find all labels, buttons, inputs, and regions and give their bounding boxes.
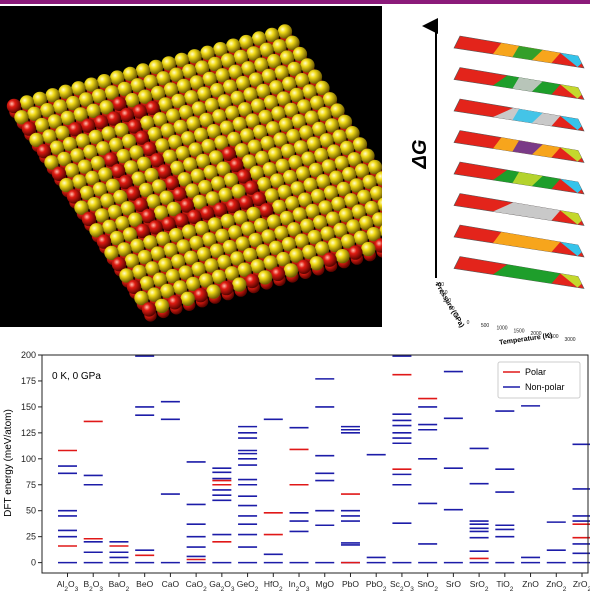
y-tick-label: 0 — [31, 558, 36, 568]
pressure-tick-label: 150 — [439, 290, 448, 296]
x-tick-label: GeO2 — [237, 579, 259, 591]
x-tick-label: SrO2 — [470, 579, 489, 591]
phase-sheet — [454, 99, 584, 131]
metal-atom — [310, 256, 324, 270]
metal-atom — [206, 284, 220, 298]
phase-sheet — [454, 194, 584, 226]
x-tick-label: PbO — [342, 579, 359, 589]
oxygen-atom — [322, 253, 336, 267]
x-tick-label: BeO — [136, 579, 153, 589]
x-tick-label: Sc2O3 — [390, 579, 414, 591]
phase-layers — [454, 36, 584, 289]
pressure-tick-label: 0 — [455, 314, 458, 320]
y-axis-label: DFT energy (meV/atom) — [3, 409, 14, 517]
x-tick-label: B2O3 — [83, 579, 103, 591]
oxygen-atom — [297, 260, 311, 274]
figure-top-rule — [0, 0, 590, 4]
temperature-tick-label: 1500 — [513, 328, 524, 334]
phase-sheet — [454, 131, 584, 163]
temperature-tick-label: 3000 — [564, 337, 575, 343]
metal-atom — [258, 270, 272, 284]
phase-sheet — [454, 36, 584, 68]
temperature-axis-label: Temperature (K) — [499, 332, 553, 346]
legend: Polar Non-polar — [498, 362, 580, 398]
temperature-tick-label: 2500 — [547, 334, 558, 340]
legend-label-non-polar: Non-polar — [525, 382, 565, 392]
oxygen-atom — [168, 295, 182, 309]
x-tick-label: MgO — [316, 579, 335, 589]
temperature-tick-label: 0 — [467, 320, 470, 326]
metal-atom — [232, 277, 246, 291]
metal-atom — [155, 299, 169, 313]
x-tick-label: SnO2 — [417, 579, 438, 591]
oxygen-atom — [142, 302, 156, 316]
y-tick-label: 125 — [21, 428, 36, 438]
metal-atom — [284, 263, 298, 277]
y-tick-label: 175 — [21, 376, 36, 386]
oxygen-atom — [193, 288, 207, 302]
energy-chart: 0 25 50 75 100 125 150 175 200 Al2O3 B2O3 BaO2 BeO C… — [0, 345, 590, 591]
legend-label-polar: Polar — [525, 367, 546, 377]
temperature-tick-label: 500 — [481, 323, 490, 329]
x-tick-label: SrO — [446, 579, 462, 589]
phase-sheet — [454, 225, 584, 257]
metal-atom — [335, 249, 349, 263]
metal-atom — [361, 242, 375, 256]
pressure-tick-label: 50 — [449, 306, 455, 312]
pressure-tick-label: 100 — [443, 298, 452, 304]
energy-chart-svg: 0 25 50 75 100 125 150 175 200 Al2O3 B2O3 BaO2 BeO C… — [0, 345, 590, 591]
x-tick-label: TiO2 — [496, 579, 513, 591]
atomic-surface-render — [0, 6, 382, 327]
phase-sheet — [454, 68, 584, 100]
temperature-tick-label: 1000 — [496, 326, 507, 332]
delta-g-label: ΔG — [409, 140, 431, 170]
x-tick-label: CaO2 — [186, 579, 208, 591]
x-tick-label: BaO2 — [109, 579, 130, 591]
y-axis: 0 25 50 75 100 125 150 175 200 — [21, 350, 42, 568]
y-tick-label: 150 — [21, 402, 36, 412]
x-tick-label: In2O3 — [289, 579, 310, 591]
phase-sheet — [454, 257, 584, 289]
x-tick-label: Ga2O3 — [209, 579, 235, 591]
y-tick-label: 200 — [21, 350, 36, 360]
x-tick-label: ZnO2 — [546, 579, 567, 591]
x-tick-label: PbO2 — [366, 579, 387, 591]
x-tick-label: CaO — [162, 579, 180, 589]
oxygen-atom — [245, 274, 259, 288]
phase-region — [493, 232, 560, 252]
phase-sheet — [454, 162, 584, 194]
metal-atom — [181, 292, 195, 306]
x-tick-label: ZnO — [522, 579, 539, 589]
atom-layer — [7, 24, 382, 321]
oxygen-atom — [219, 281, 233, 295]
y-tick-label: 25 — [26, 532, 36, 542]
y-tick-label: 50 — [26, 506, 36, 516]
temperature-tick-label: 2000 — [530, 331, 541, 337]
sphere-lattice-image — [0, 6, 382, 327]
pressure-tick-label: 200 — [436, 282, 445, 288]
oxygen-atom — [271, 267, 285, 281]
x-tick-label: Al2O3 — [57, 579, 79, 591]
y-tick-label: 75 — [26, 480, 36, 490]
condition-annotation: 0 K, 0 GPa — [52, 371, 101, 382]
x-tick-label: HfO2 — [264, 579, 283, 591]
y-tick-label: 100 — [21, 454, 36, 464]
x-tick-label: ZrO2 — [573, 579, 590, 591]
oxygen-atom — [348, 245, 362, 259]
